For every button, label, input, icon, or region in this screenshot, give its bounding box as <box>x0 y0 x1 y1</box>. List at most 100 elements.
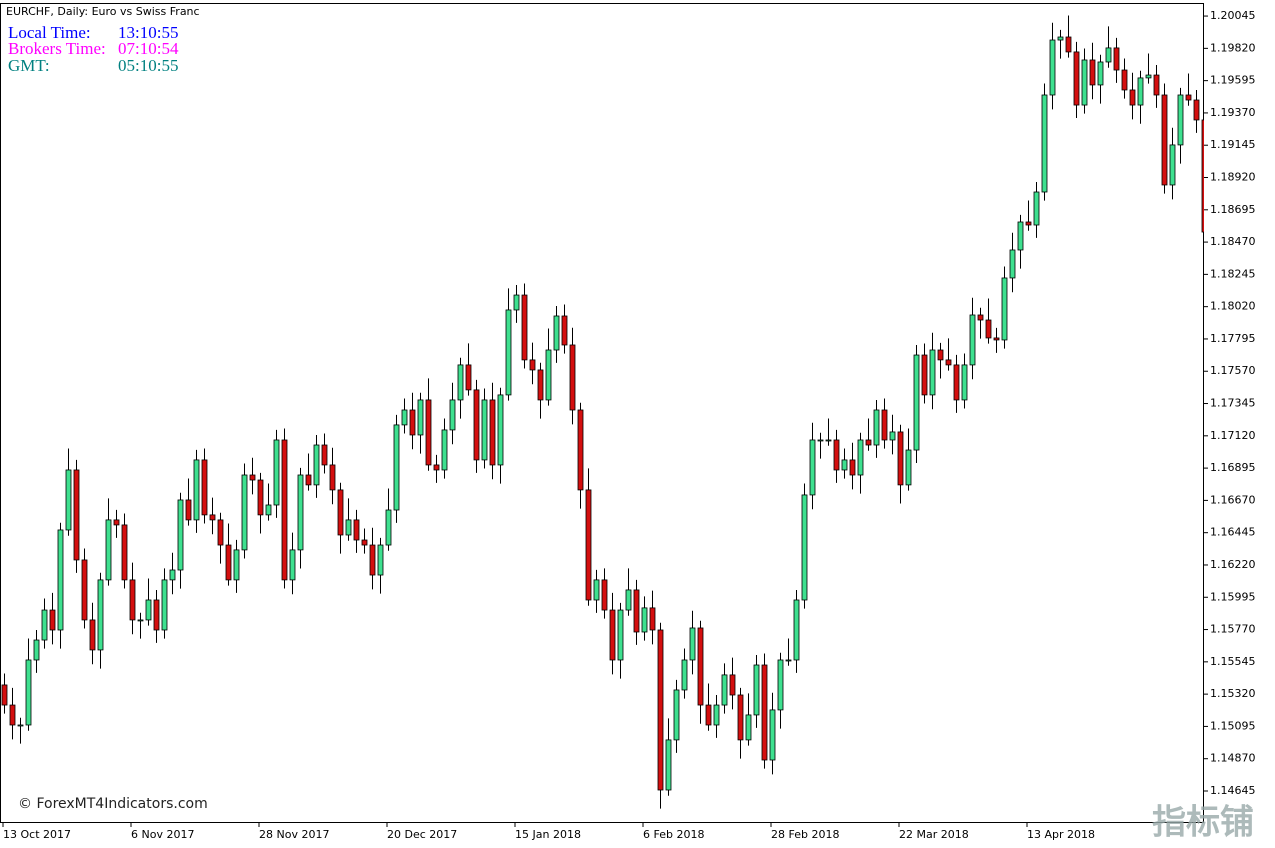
candle-body <box>145 599 152 621</box>
y-tick-label: 1.20045 <box>1210 9 1256 22</box>
candle-body <box>201 459 208 516</box>
candle-body <box>329 464 336 491</box>
candle-body <box>1161 94 1168 186</box>
candle-body <box>1073 51 1080 106</box>
candle-body <box>321 444 328 466</box>
candle-body <box>17 724 24 727</box>
candle-body <box>401 409 408 426</box>
candle-body <box>337 489 344 536</box>
candle-body <box>617 609 624 661</box>
y-tick-label: 1.17570 <box>1210 364 1256 377</box>
candle-body <box>969 314 976 366</box>
gmt-label: GMT: <box>8 56 50 75</box>
y-tick-label: 1.18020 <box>1210 300 1256 313</box>
candle-body <box>649 607 656 631</box>
candle-body <box>1009 249 1016 279</box>
broker-time-label: Brokers Time: <box>8 39 106 58</box>
corner-watermark: 指标铺 <box>1152 803 1254 843</box>
candle-body <box>897 431 904 486</box>
candle-body <box>817 439 824 442</box>
candle-body <box>657 629 664 791</box>
y-tick-label: 1.14645 <box>1210 784 1256 797</box>
local-time-label: Local Time: <box>8 23 91 42</box>
x-tick-label: 22 Mar 2018 <box>899 828 969 841</box>
candle-body <box>225 544 232 581</box>
candle-body <box>185 499 192 521</box>
candle-body <box>89 619 96 651</box>
candle-body <box>489 399 496 466</box>
candle-body <box>97 579 104 651</box>
candle-body <box>737 694 744 741</box>
candle-body <box>313 444 320 486</box>
candle-body <box>273 439 280 506</box>
candle-body <box>281 439 288 581</box>
candle-body <box>785 659 792 662</box>
candle-body <box>505 309 512 396</box>
candle-body <box>9 704 16 726</box>
candle-body <box>777 659 784 711</box>
candle-body <box>257 479 264 516</box>
candle-body <box>529 359 536 371</box>
candle-body <box>721 674 728 706</box>
candle-body <box>353 519 360 541</box>
candle-body <box>1129 89 1136 106</box>
candle-body <box>625 589 632 611</box>
candle-body <box>465 364 472 391</box>
y-tick-label: 1.16895 <box>1210 461 1256 474</box>
candle-body <box>497 394 504 466</box>
candle-body <box>513 294 520 311</box>
candle-body <box>217 519 224 546</box>
y-tick-label: 1.18920 <box>1210 171 1256 184</box>
candle-body <box>825 439 832 442</box>
candle-body <box>369 544 376 576</box>
candle-body <box>1017 221 1024 251</box>
candle-body <box>305 474 312 486</box>
candle-body <box>81 559 88 621</box>
candle-body <box>1057 36 1064 41</box>
candle-body <box>833 439 840 471</box>
candle-body <box>1025 221 1032 226</box>
candle-body <box>753 664 760 716</box>
y-tick-label: 1.19145 <box>1210 138 1256 151</box>
candle-body <box>745 714 752 741</box>
candle-body <box>113 519 120 526</box>
candle-body <box>137 619 144 622</box>
y-tick-label: 1.15770 <box>1210 623 1256 636</box>
candle-body <box>681 659 688 691</box>
candle-body <box>233 549 240 581</box>
candle-body <box>161 579 168 631</box>
candle-body <box>553 315 560 351</box>
candle-body <box>433 464 440 471</box>
candle-body <box>209 514 216 521</box>
candle-body <box>177 499 184 571</box>
candle-body <box>713 704 720 726</box>
candle-body <box>1169 144 1176 186</box>
x-tick-label: 13 Oct 2017 <box>3 828 71 841</box>
candle-body <box>129 579 136 621</box>
candle-body <box>65 469 72 531</box>
x-tick-label: 6 Feb 2018 <box>643 828 704 841</box>
y-tick-label: 1.17795 <box>1210 332 1256 345</box>
candle-body <box>609 609 616 661</box>
candle-body <box>577 409 584 491</box>
candle-body <box>865 439 872 446</box>
candle-body <box>193 459 200 521</box>
candle-body <box>33 639 40 661</box>
y-tick-label: 1.17345 <box>1210 397 1256 410</box>
candle-body <box>393 424 400 511</box>
candle-body <box>1121 69 1128 91</box>
candle-body <box>697 627 704 706</box>
candle-body <box>905 449 912 486</box>
candle-body <box>641 607 648 633</box>
candle-body <box>849 459 856 476</box>
candle-body <box>769 709 776 761</box>
candle-body <box>377 544 384 576</box>
candle-body <box>993 337 1000 341</box>
candle-body <box>1041 94 1048 193</box>
y-tick-label: 1.16220 <box>1210 558 1256 571</box>
watermark: © ForexMT4Indicators.com <box>18 796 208 812</box>
candle-body <box>1049 39 1056 96</box>
y-tick-label: 1.15545 <box>1210 655 1256 668</box>
candle-body <box>985 319 992 339</box>
